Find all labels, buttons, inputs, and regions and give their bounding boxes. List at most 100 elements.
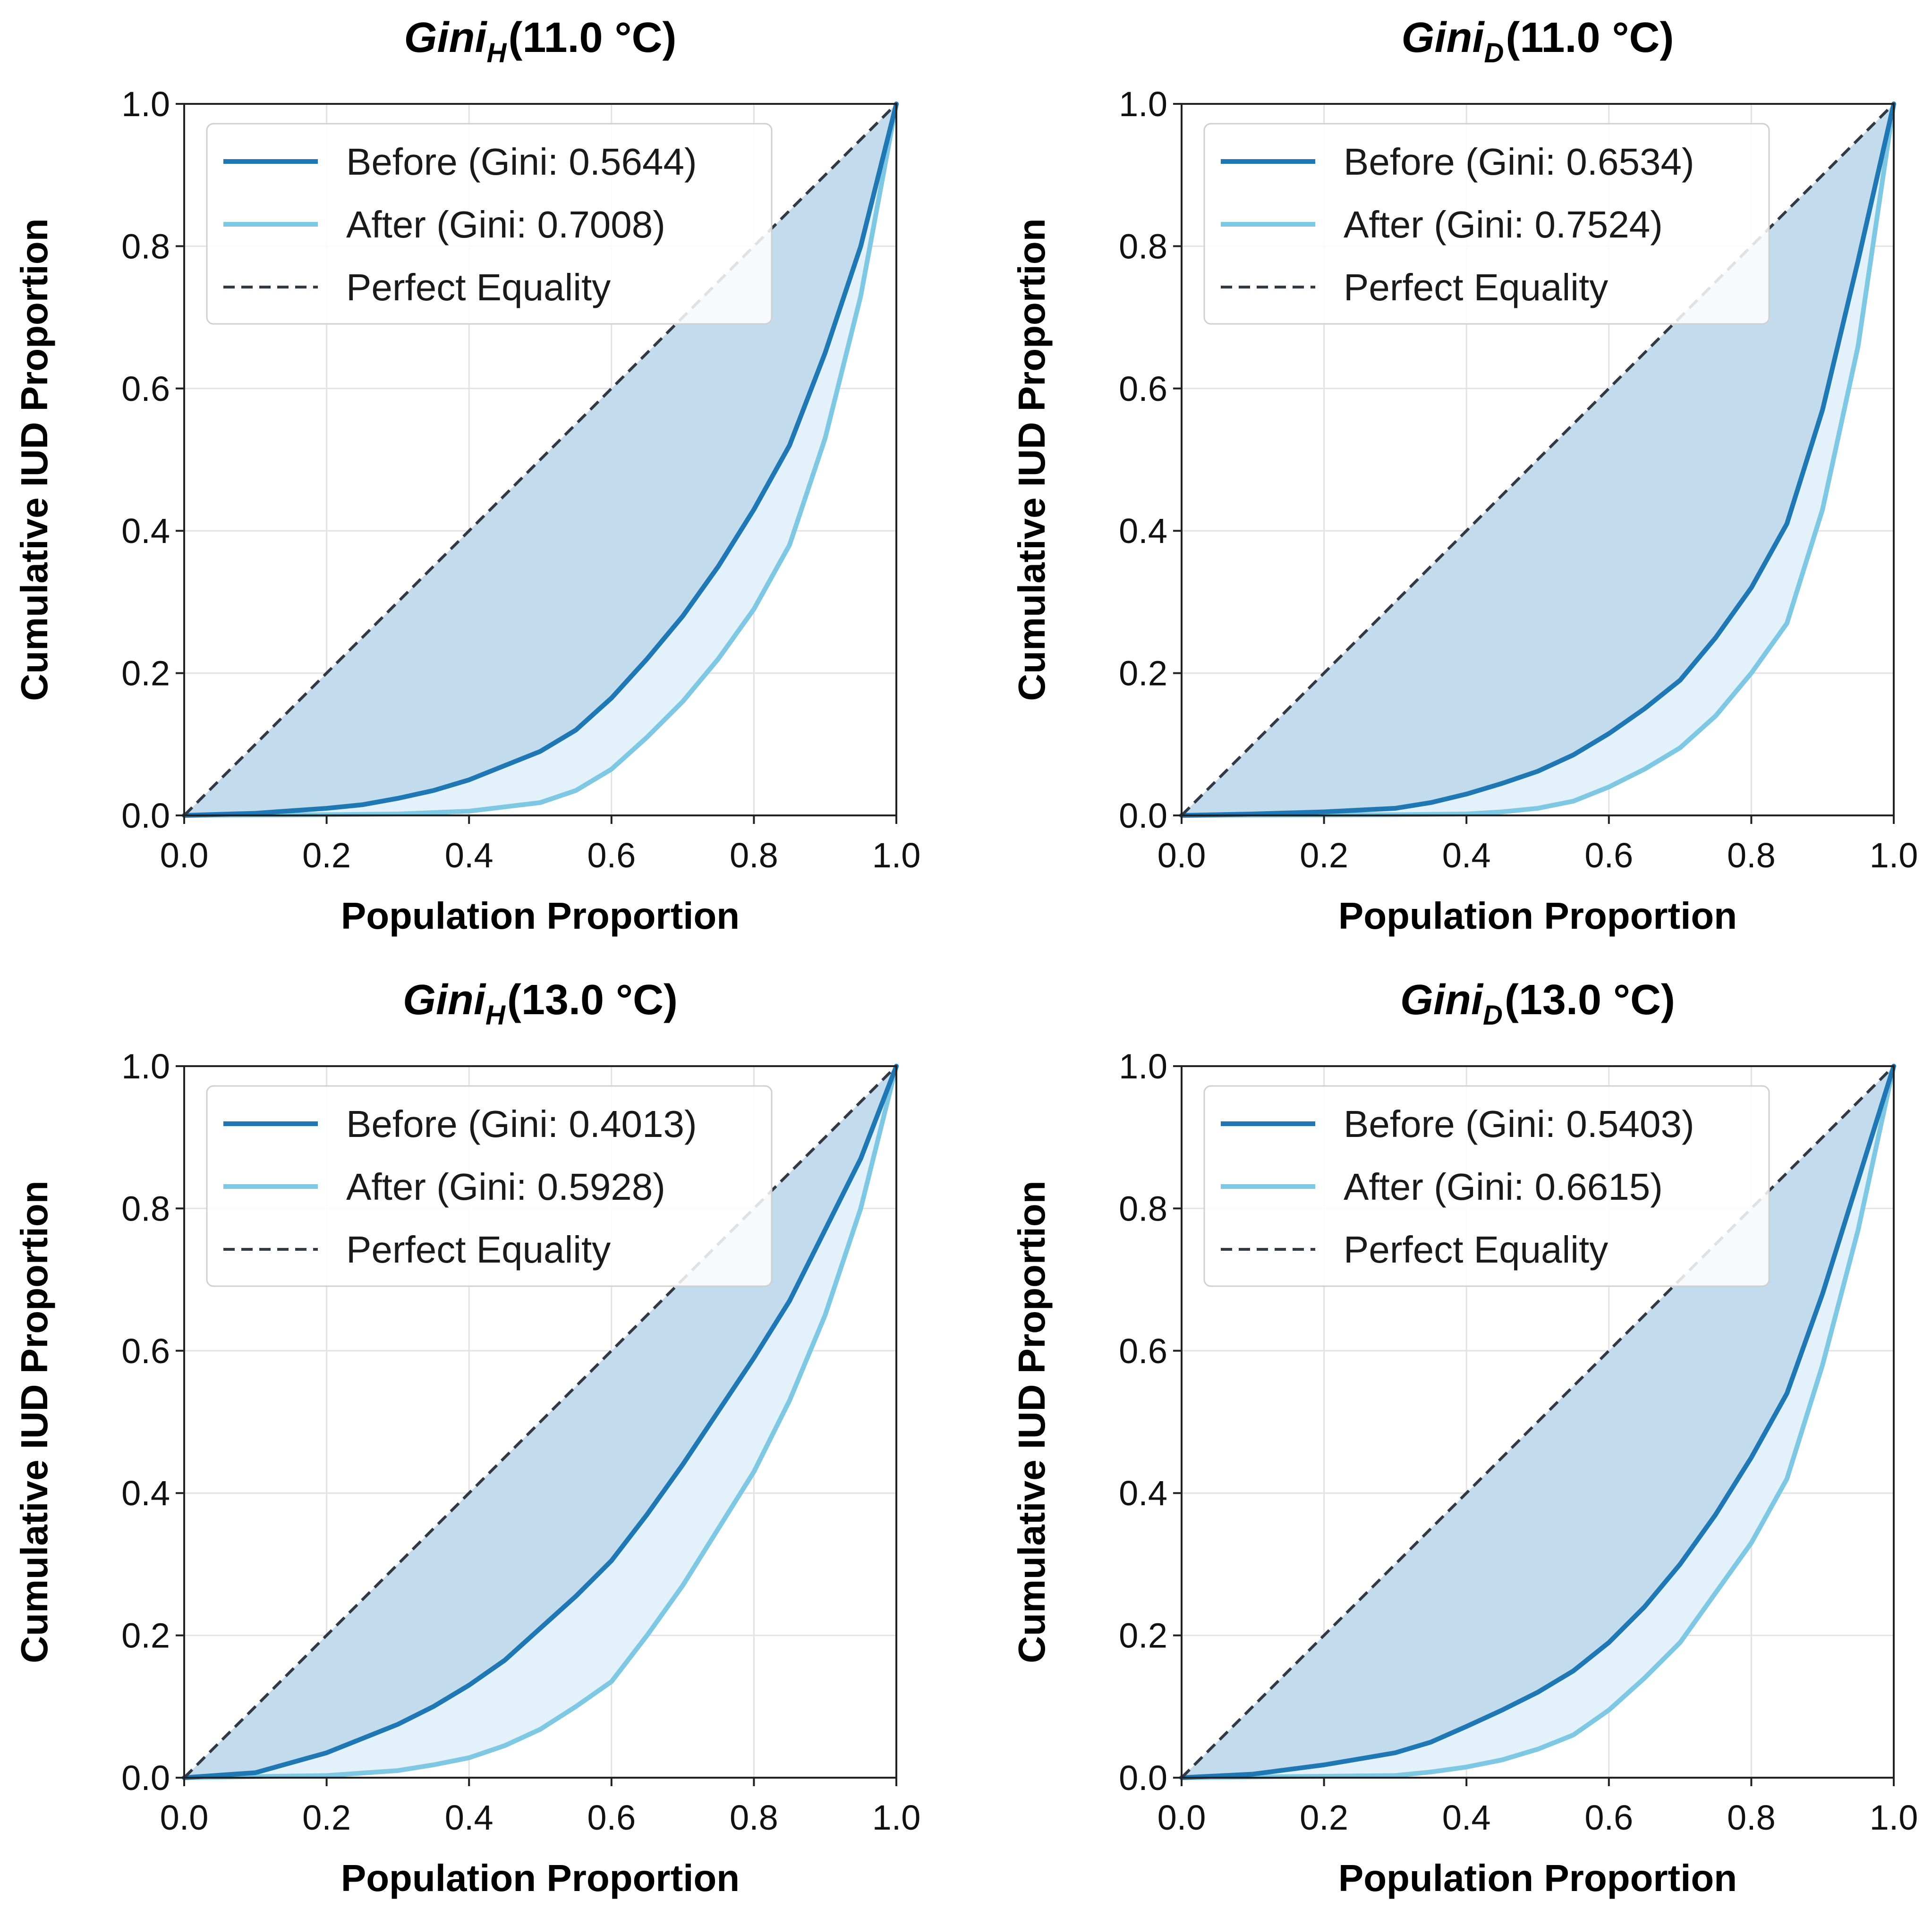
- panel-4: 0.0 0.2 0.4 0.6 0.8 1.0 0.0 0.2 0.4 0.6 0.8 1.0 Popu…: [1011, 976, 1918, 1899]
- legend-item-before-label: Before (Gini: 0.5644): [346, 141, 697, 183]
- axes-frame: [1181, 1065, 1895, 1779]
- x-tick-label: 0.8: [730, 836, 778, 875]
- x-tick-label: 1.0: [1870, 836, 1918, 875]
- y-tick-label: 0.0: [121, 1758, 170, 1798]
- before-curve: [1179, 1064, 1896, 1780]
- title-subscript: D: [1483, 1000, 1503, 1031]
- before-curve: [182, 1064, 899, 1780]
- perfect-equality-line: [183, 102, 898, 817]
- title-rest: (13.0 °C): [507, 976, 678, 1024]
- axes-frame: [183, 1065, 897, 1779]
- after-curve: [1179, 1064, 1896, 1780]
- legend-item-after-label: After (Gini: 0.7008): [346, 204, 665, 246]
- chart-title: GiniH(11.0 °C): [404, 14, 676, 68]
- y-axis-label: Cumulative IUD Proportion: [13, 1180, 55, 1663]
- y-tick-label: 0.8: [121, 1189, 170, 1228]
- y-tick-label: 0.4: [1119, 1474, 1167, 1513]
- legend: Before (Gini: 0.5644) After (Gini: 0.7008…: [206, 123, 773, 325]
- x-tick-label: 0.2: [1300, 836, 1348, 875]
- title-main: Gini: [1400, 976, 1484, 1024]
- legend-item-before-label: Before (Gini: 0.6534): [1344, 141, 1694, 183]
- legend-item-equality-label: Perfect Equality: [1344, 266, 1608, 308]
- x-tick-label: 0.6: [587, 1798, 636, 1837]
- y-tick-label: 0.0: [1119, 1758, 1167, 1798]
- x-tick-label: 0.6: [1584, 1798, 1633, 1837]
- legend: Before (Gini: 0.5403) After (Gini: 0.6615…: [1203, 1085, 1770, 1287]
- y-tick-label: 0.2: [121, 654, 170, 693]
- title-rest: (11.0 °C): [1506, 14, 1674, 61]
- title-subscript: D: [1484, 38, 1504, 68]
- x-tick-label: 0.8: [1727, 836, 1776, 875]
- x-axis-label: Population Proportion: [1338, 1857, 1737, 1899]
- y-tick-label: 0.6: [1119, 1331, 1167, 1371]
- x-tick-label: 0.0: [160, 836, 209, 875]
- x-tick-label: 1.0: [872, 836, 921, 875]
- axes-frame: [1181, 103, 1895, 816]
- title-subscript: H: [485, 1000, 506, 1031]
- legend-item-equality-label: Perfect Equality: [346, 1229, 611, 1271]
- x-tick-label: 0.4: [445, 836, 494, 875]
- title-rest: (11.0 °C): [508, 14, 676, 61]
- x-tick-label: 0.6: [587, 836, 636, 875]
- legend-item-before-label: Before (Gini: 0.4013): [346, 1103, 697, 1145]
- title-subscript: H: [486, 38, 507, 68]
- perfect-equality-line: [1180, 102, 1895, 817]
- y-tick-label: 1.0: [121, 1047, 170, 1086]
- x-tick-label: 0.4: [1442, 1798, 1491, 1837]
- y-tick-label: 0.8: [1119, 227, 1167, 266]
- panel-1: 0.0 0.2 0.4 0.6 0.8 1.0 0.0 0.2 0.4 0.6 0.8 1.0 Popu…: [13, 14, 920, 937]
- y-tick-label: 1.0: [1119, 85, 1167, 124]
- x-tick-label: 0.2: [302, 1798, 351, 1837]
- before-curve: [182, 102, 899, 818]
- x-tick-label: 0.0: [160, 1798, 209, 1837]
- title-main: Gini: [1401, 14, 1485, 61]
- legend: Before (Gini: 0.4013) After (Gini: 0.5928…: [206, 1085, 773, 1287]
- title-main: Gini: [404, 14, 487, 61]
- after-curve: [182, 1064, 899, 1780]
- fill-before-to-after: [184, 1066, 896, 1778]
- panel-2: 0.0 0.2 0.4 0.6 0.8 1.0 0.0 0.2 0.4 0.6 0.8 1.0 Popu…: [1011, 14, 1918, 937]
- axes-frame: [183, 103, 897, 816]
- x-tick-label: 1.0: [872, 1798, 921, 1837]
- legend-box: [1203, 123, 1770, 325]
- y-tick-label: 0.4: [121, 1474, 170, 1513]
- legend-item-after-label: After (Gini: 0.6615): [1344, 1166, 1663, 1208]
- y-axis-label: Cumulative IUD Proportion: [1011, 218, 1053, 701]
- y-tick-label: 0.8: [1119, 1189, 1167, 1228]
- panel-3: 0.0 0.2 0.4 0.6 0.8 1.0 0.0 0.2 0.4 0.6 0.8 1.0 Popu…: [13, 976, 920, 1899]
- legend-box: [1203, 1085, 1770, 1287]
- y-tick-label: 0.6: [121, 369, 170, 408]
- perfect-equality-line: [183, 1065, 898, 1779]
- fill-before-to-after: [184, 104, 896, 815]
- x-tick-label: 0.4: [1442, 836, 1491, 875]
- x-axis-label: Population Proportion: [341, 895, 740, 937]
- y-tick-label: 0.0: [121, 796, 170, 835]
- after-curve: [182, 102, 899, 818]
- x-tick-label: 0.0: [1157, 836, 1206, 875]
- y-tick-label: 0.0: [1119, 796, 1167, 835]
- y-tick-label: 0.8: [121, 227, 170, 266]
- legend-item-after-label: After (Gini: 0.7524): [1344, 204, 1663, 246]
- y-axis-label: Cumulative IUD Proportion: [13, 218, 55, 701]
- legend-item-equality-label: Perfect Equality: [1344, 1229, 1608, 1271]
- title-main: Gini: [403, 976, 486, 1024]
- y-tick-label: 1.0: [1119, 1047, 1167, 1086]
- legend-box: [206, 123, 773, 325]
- x-tick-label: 0.2: [1300, 1798, 1348, 1837]
- legend-item-equality-label: Perfect Equality: [346, 266, 611, 308]
- y-tick-label: 0.4: [121, 511, 170, 551]
- chart-title: GiniD(11.0 °C): [1401, 14, 1674, 68]
- x-tick-label: 0.2: [302, 836, 351, 875]
- x-axis-label: Population Proportion: [1338, 895, 1737, 937]
- y-tick-label: 0.2: [121, 1616, 170, 1655]
- y-tick-label: 0.2: [1119, 654, 1167, 693]
- before-curve: [1179, 102, 1896, 818]
- x-tick-label: 0.8: [1727, 1798, 1776, 1837]
- y-tick-label: 0.6: [121, 1331, 170, 1371]
- perfect-equality-line: [1180, 1065, 1895, 1779]
- y-tick-label: 0.6: [1119, 369, 1167, 408]
- x-axis-label: Population Proportion: [341, 1857, 740, 1899]
- legend-item-before-label: Before (Gini: 0.5403): [1344, 1103, 1694, 1145]
- after-curve: [1179, 102, 1896, 818]
